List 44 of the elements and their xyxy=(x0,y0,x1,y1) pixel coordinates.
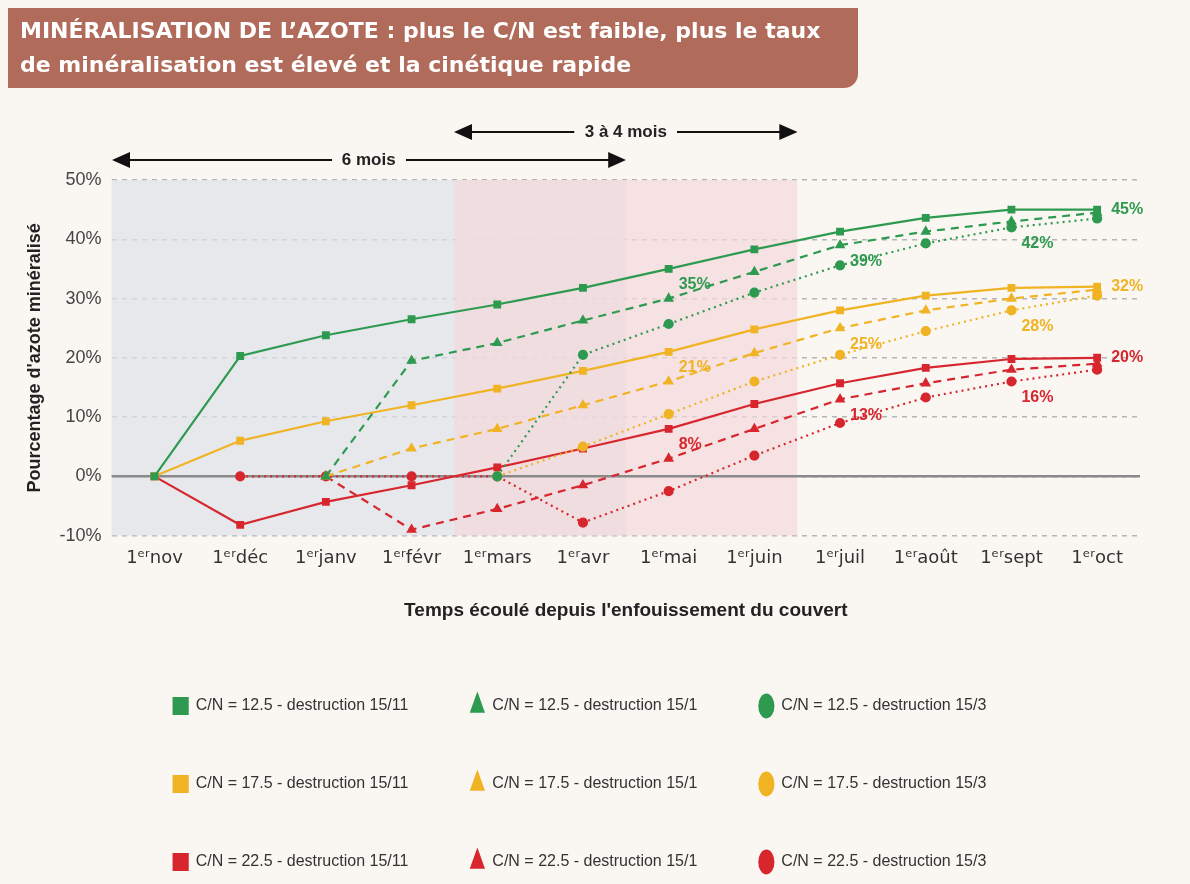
data-label: 20% xyxy=(1111,348,1144,366)
y-tick-label: 0% xyxy=(75,465,102,486)
x-tick-label: 1ᵉʳjuil xyxy=(815,546,866,568)
y-axis-title: Pourcentage d'azote minéralisé xyxy=(23,223,44,493)
legend-label: C/N = 12.5 - destruction 15/11 xyxy=(195,696,409,714)
legend-label: C/N = 17.5 - destruction 15/11 xyxy=(195,774,409,792)
x-tick-label: 1ᵉʳdéc xyxy=(212,546,269,568)
legend-label: C/N = 12.5 - destruction 15/3 xyxy=(781,696,987,714)
legend-label: C/N = 17.5 - destruction 15/3 xyxy=(781,774,987,792)
x-tick-label: 1ᵉʳsept xyxy=(980,546,1043,568)
x-tick-label: 1ᵉʳoct xyxy=(1071,546,1123,568)
chart-title: MINÉRALISATION DE L’AZOTE : plus le C/N est faible, plus le taux de minéralisation est élevé et la cinétique rapide xyxy=(8,8,858,88)
y-tick-label: 30% xyxy=(65,287,102,308)
legend-label: C/N = 22.5 - destruction 15/3 xyxy=(781,852,987,870)
y-tick-label: 20% xyxy=(65,346,102,367)
y-tick-label: -10% xyxy=(59,524,102,545)
x-tick-label: 1ᵉʳavr xyxy=(556,546,610,568)
x-tick-label: 1ᵉʳnov xyxy=(126,546,184,568)
x-axis-title: Temps écoulé depuis l'enfouissement du couvert xyxy=(404,598,849,620)
x-tick-label: 1ᵉʳjuin xyxy=(726,546,783,568)
y-tick-label: 10% xyxy=(65,406,102,427)
legend-label: C/N = 22.5 - destruction 15/1 xyxy=(492,852,698,870)
x-tick-label: 1ᵉʳfévr xyxy=(382,546,442,568)
band-label: 3 à 4 mois xyxy=(584,121,667,141)
x-tick-label: 1ᵉʳmai xyxy=(640,546,698,568)
data-label: 32% xyxy=(1111,277,1144,295)
legend-label: C/N = 12.5 - destruction 15/1 xyxy=(492,696,698,714)
data-label: 25% xyxy=(850,334,883,352)
data-label: 39% xyxy=(850,251,883,269)
legend-label: C/N = 22.5 - destruction 15/11 xyxy=(195,852,409,870)
x-tick-label: 1ᵉʳjanv xyxy=(295,546,358,568)
data-label: 21% xyxy=(678,358,711,376)
data-label: 45% xyxy=(1111,200,1144,218)
data-label: 42% xyxy=(1021,233,1054,251)
y-tick-label: 40% xyxy=(65,228,102,249)
y-tick-label: 50% xyxy=(65,168,102,189)
data-label: 8% xyxy=(678,435,702,453)
x-tick-label: 1ᵉʳaoût xyxy=(893,546,958,568)
legend-label: C/N = 17.5 - destruction 15/1 xyxy=(492,774,698,792)
data-label: 28% xyxy=(1021,316,1054,334)
data-label: 16% xyxy=(1021,387,1054,405)
data-label: 35% xyxy=(678,275,711,293)
x-tick-label: 1ᵉʳmars xyxy=(462,546,532,568)
band-label: 6 mois xyxy=(341,149,396,169)
